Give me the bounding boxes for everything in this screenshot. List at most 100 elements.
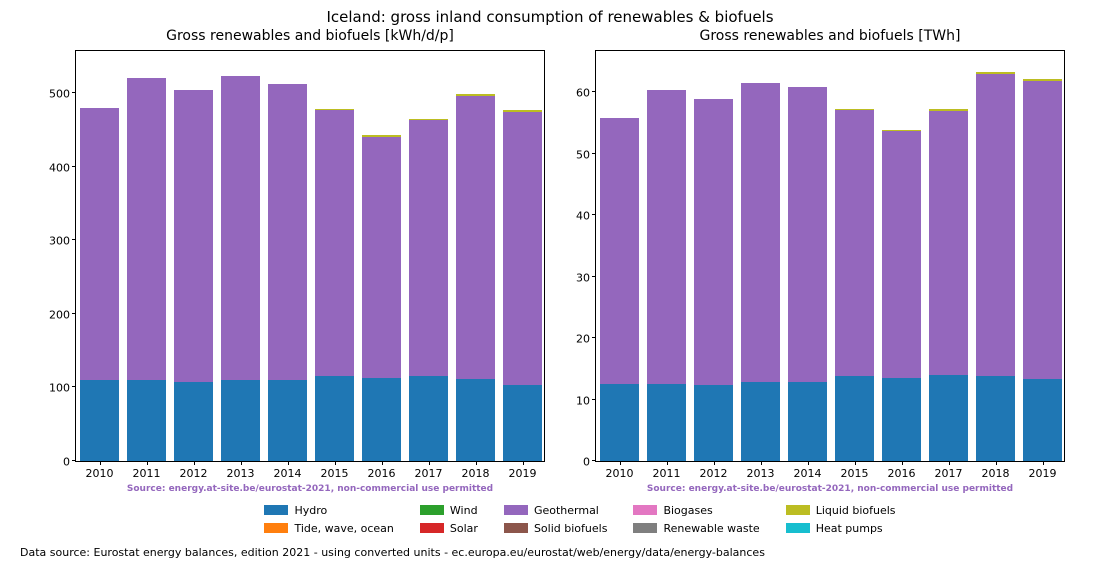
legend-label: Geothermal [534,504,599,517]
ytick-label: 20 [576,333,590,346]
bars-left [76,51,544,461]
bar-column [174,90,213,461]
xtick-label: 2017 [935,467,963,480]
legend: Hydro Tide, wave, ocean Wind Solar Geotherma… [80,502,1080,542]
ytick-label: 30 [576,271,590,284]
bar-segment [1023,81,1062,379]
legend-label: Wind [450,504,478,517]
bar-column [647,90,686,461]
bar-segment [788,382,827,461]
bar-segment [80,380,119,461]
bar-segment [174,90,213,381]
xtick-label: 2013 [227,467,255,480]
xtick-label: 2019 [1029,467,1057,480]
bar-segment [741,83,780,382]
legend-item: Renewable waste [633,520,759,536]
bar-column [456,94,495,461]
bar-column [409,119,448,461]
bar-segment [600,384,639,461]
subplot-right-title: Gross renewables and biofuels [TWh] [595,28,1065,44]
legend-swatch [504,505,528,515]
xtick-label: 2014 [274,467,302,480]
ytick-label: 10 [576,394,590,407]
bar-segment [315,376,354,461]
figure-suptitle: Iceland: gross inland consumption of ren… [0,8,1100,26]
ytick-label: 60 [576,87,590,100]
legend-label: Renewable waste [663,522,759,535]
xtick-label: 2018 [982,467,1010,480]
legend-label: Hydro [294,504,327,517]
bar-segment [647,90,686,385]
legend-item: Heat pumps [786,520,896,536]
bar-segment [929,111,968,375]
legend-swatch [786,523,810,533]
bar-segment [127,380,166,461]
bar-column [315,109,354,461]
bar-segment [694,99,733,386]
bar-column [362,135,401,461]
bar-segment [268,380,307,461]
plot-area-left: 0100200300400500201020112012201320142015… [75,50,545,462]
xtick-label: 2010 [86,467,114,480]
xtick-label: 2014 [794,467,822,480]
legend-item: Biogases [633,502,759,518]
bar-column [80,108,119,461]
bar-column [1023,79,1062,461]
legend-item: Liquid biofuels [786,502,896,518]
xtick-label: 2015 [841,467,869,480]
ytick-label: 400 [49,161,70,174]
bar-segment [882,378,921,461]
bar-column [835,109,874,461]
bar-column [127,78,166,461]
credit-right: Source: energy.at-site.be/eurostat-2021,… [595,484,1065,494]
legend-swatch [420,523,444,533]
bar-column [882,130,921,461]
bar-segment [409,120,448,376]
legend-label: Solar [450,522,478,535]
xtick-label: 2011 [133,467,161,480]
xtick-label: 2012 [700,467,728,480]
legend-label: Solid biofuels [534,522,607,535]
legend-swatch [504,523,528,533]
data-source-line: Data source: Eurostat energy balances, e… [20,546,765,559]
legend-item: Geothermal [504,502,607,518]
bar-column [694,99,733,461]
bar-segment [788,87,827,382]
bar-segment [647,384,686,461]
xtick-label: 2013 [747,467,775,480]
ytick-label: 0 [583,456,590,469]
legend-swatch [633,505,657,515]
legend-swatch [633,523,657,533]
bar-segment [127,78,166,380]
bar-column [788,87,827,461]
bar-segment [315,110,354,376]
legend-item: Solar [420,520,478,536]
bar-segment [362,137,401,378]
xtick-label: 2015 [321,467,349,480]
bar-segment [503,112,542,386]
legend-swatch [264,523,288,533]
bar-column [741,83,780,461]
ytick-label: 100 [49,382,70,395]
bar-column [503,110,542,461]
ytick-label: 200 [49,308,70,321]
bar-segment [174,382,213,461]
bar-segment [835,376,874,461]
xtick-label: 2012 [180,467,208,480]
bar-column [268,84,307,461]
bar-segment [456,96,495,379]
bar-segment [976,376,1015,461]
legend-swatch [420,505,444,515]
xtick-label: 2018 [462,467,490,480]
plot-area-right: 0102030405060201020112012201320142015201… [595,50,1065,462]
bar-segment [600,118,639,384]
bars-right [596,51,1064,461]
bar-segment [1023,379,1062,461]
bar-segment [221,380,260,461]
legend-label: Biogases [663,504,712,517]
bar-column [976,72,1015,461]
legend-item: Tide, wave, ocean [264,520,393,536]
ytick-label: 300 [49,235,70,248]
legend-item: Solid biofuels [504,520,607,536]
legend-item: Hydro [264,502,393,518]
